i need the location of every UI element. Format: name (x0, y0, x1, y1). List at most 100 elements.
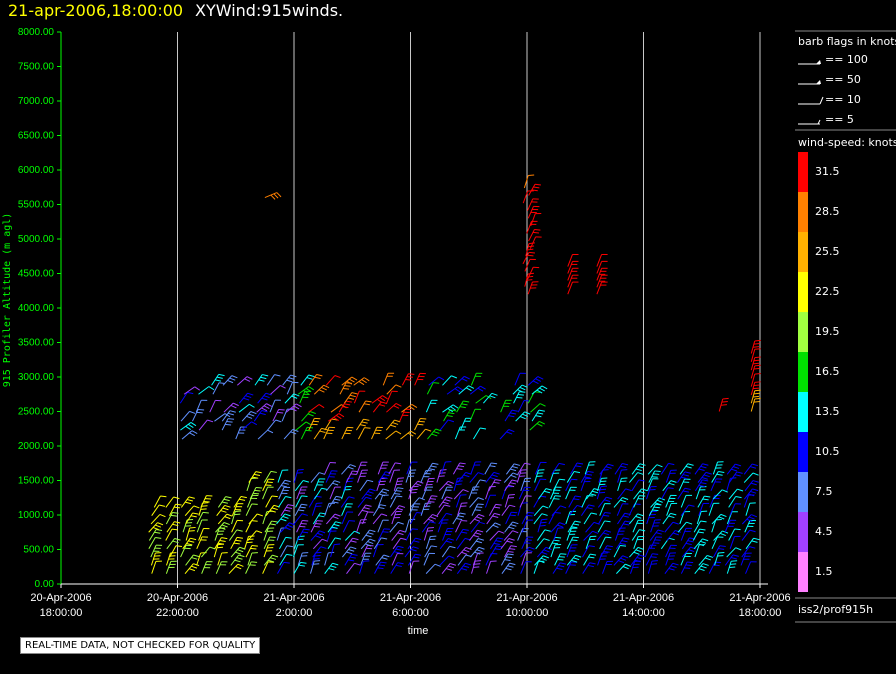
wind-barb (231, 520, 238, 533)
wind-barb-flag (411, 528, 418, 530)
wind-barb-flag (528, 251, 535, 254)
wind-barb-flag (365, 534, 372, 538)
wind-barb (401, 373, 409, 386)
speed-color-swatch (798, 392, 808, 432)
wind-barb (423, 514, 433, 525)
wind-barb (680, 553, 687, 566)
wind-barb-flag (428, 501, 435, 503)
wind-barb-flag (532, 380, 539, 385)
wind-barb (263, 544, 269, 558)
wind-barb (353, 377, 365, 386)
wind-barb (407, 553, 416, 566)
wind-barb-flag (573, 471, 581, 474)
y-tick-label: 6000.00 (18, 165, 55, 176)
wind-barb-flag (512, 472, 519, 476)
wind-barb-flag (539, 420, 545, 425)
wind-barb (728, 488, 738, 500)
wind-barb-flag (395, 430, 402, 435)
wind-barb (313, 384, 324, 395)
wind-barb-flag (584, 476, 591, 479)
y-tick-label: 7000.00 (18, 96, 55, 107)
wind-barb-flag (216, 546, 224, 549)
wind-barb-flag (707, 554, 714, 558)
wind-barb-flag (698, 484, 705, 487)
wind-barb (390, 546, 399, 558)
wind-barb-flag (189, 568, 196, 572)
wind-barb-flag (489, 395, 496, 399)
wind-barb-flag (607, 463, 614, 467)
wind-barb-flag (226, 513, 233, 517)
wind-barb-flag (637, 513, 644, 517)
wind-barb-flag (674, 529, 682, 533)
wind-barb-flag (670, 512, 677, 516)
wind-barb (580, 478, 586, 492)
wind-barb (533, 513, 543, 525)
wind-barb-flag (318, 389, 325, 393)
wind-barb-flag (235, 551, 242, 555)
wind-barb-flag (752, 387, 760, 390)
wind-barb-flag (377, 567, 384, 570)
y-tick-label: 2000.00 (18, 441, 55, 452)
wind-barb-flag (558, 462, 565, 466)
wind-barb (729, 503, 736, 516)
wind-barb-flag (265, 392, 272, 396)
wind-barb (525, 243, 530, 257)
wind-barb-flag (284, 509, 291, 512)
wind-barb (358, 400, 367, 413)
wind-barb-flag (588, 545, 595, 548)
wind-barb-flag (668, 567, 675, 571)
wind-barb-flag (733, 466, 740, 469)
wind-barb-flag (625, 563, 632, 567)
wind-barb-flag (170, 514, 177, 517)
wind-barb-flag (397, 545, 404, 549)
wind-barb (486, 513, 495, 525)
wind-barb (677, 487, 686, 500)
wind-barb-flag (475, 532, 482, 535)
wind-barb-flag (750, 490, 757, 494)
wind-barb-flag (216, 376, 223, 379)
wind-barb (438, 480, 449, 492)
wind-barb-flag (558, 565, 565, 568)
wind-barb (613, 497, 623, 508)
wind-barb (279, 554, 287, 566)
wind-barb-flag (753, 367, 760, 370)
wind-barb-flag (512, 521, 519, 525)
wind-barb (247, 552, 253, 566)
wind-barb (262, 561, 269, 574)
wind-barb-flag (494, 548, 501, 551)
wind-barb (424, 545, 432, 558)
wind-barb-flag (334, 498, 341, 501)
wind-barb-flag (491, 392, 498, 396)
wind-barb (708, 561, 716, 574)
wind-barb (567, 275, 573, 288)
wind-barb (526, 221, 532, 234)
wind-barb (169, 545, 177, 558)
wind-barb (426, 382, 434, 395)
wind-barb-flag (251, 421, 258, 426)
wind-barb (310, 561, 315, 574)
wind-barb-flag (334, 375, 341, 379)
wind-barb-flag (188, 540, 195, 543)
wind-barb-flag (652, 509, 659, 512)
wind-barb-flag (519, 386, 526, 391)
wind-barb-flag (554, 511, 561, 514)
wind-barb (552, 479, 560, 492)
wind-barb (458, 385, 469, 395)
wind-barb-flag (447, 538, 455, 541)
wind-barb (514, 373, 521, 386)
wind-barb (442, 375, 452, 386)
wind-barb (270, 385, 281, 395)
wind-barb-flag (524, 411, 531, 415)
wind-barb (631, 529, 640, 541)
wind-barb (263, 528, 269, 541)
wind-barb (648, 503, 656, 516)
wind-barb-flag (234, 559, 241, 563)
wind-barb-flag (376, 398, 383, 404)
wind-barb (744, 520, 751, 533)
wind-barb-flag (651, 563, 658, 565)
wind-barb (166, 521, 175, 533)
wind-barb-flag (218, 382, 226, 384)
wind-barb-flag (364, 427, 371, 429)
wind-barb (292, 544, 299, 558)
wind-barb-flag (306, 377, 313, 380)
